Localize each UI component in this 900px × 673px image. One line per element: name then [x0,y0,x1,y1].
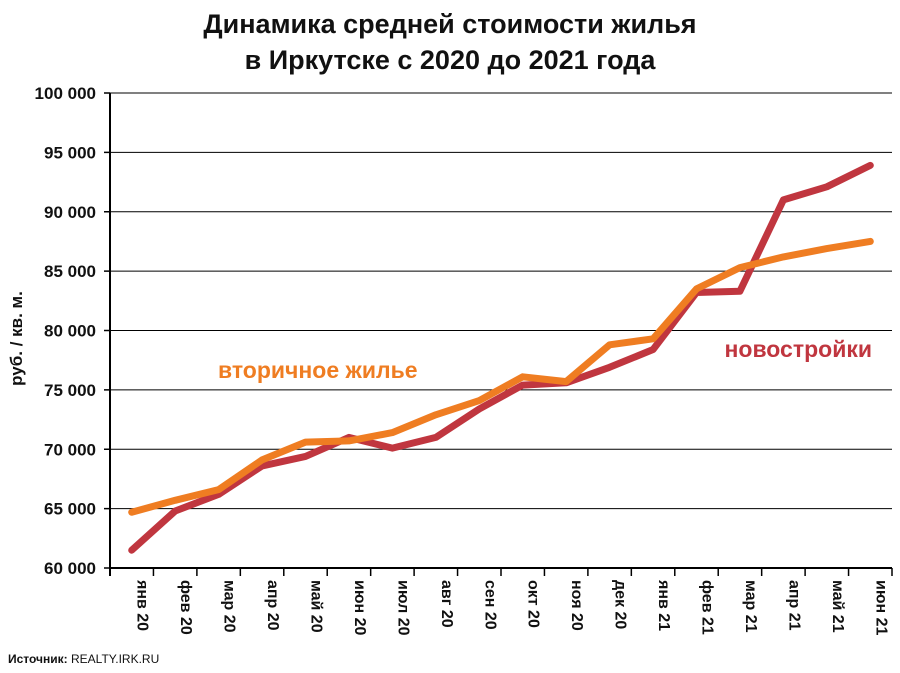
x-tick-label: июн 20 [351,580,368,636]
y-tick-label: 65 000 [44,500,96,519]
title-line-1: Динамика средней стоимости жилья [203,9,697,39]
y-tick-label: 80 000 [44,322,96,341]
series-label-secondary-housing: вторичное жилье [218,357,418,383]
source-value: REALTY.IRK.RU [71,652,160,666]
y-tick-label: 95 000 [44,143,96,162]
x-tick-label: окт 20 [525,580,542,628]
x-tick-label: май 20 [308,580,325,633]
x-tick-label: май 21 [829,580,846,633]
x-tick-label: мар 21 [742,580,759,633]
x-tick-label: июл 20 [394,580,411,636]
series-label-new-buildings: новостройки [725,336,872,362]
y-tick-label: 75 000 [44,381,96,400]
series-line-secondary-housing [128,237,874,516]
series-line-new-buildings [128,161,874,554]
x-tick-label: янв 21 [655,579,672,631]
x-tick-label: дек 20 [612,580,629,629]
x-tick-label: фев 20 [177,580,194,635]
y-tick-label: 90 000 [44,203,96,222]
x-tick-label: янв 20 [134,579,151,631]
x-tick-label: апр 20 [264,580,281,631]
y-tick-label: 85 000 [44,262,96,281]
x-tick-label: мар 20 [221,580,238,633]
y-tick-label: 60 000 [44,559,96,578]
y-tick-label: 70 000 [44,440,96,459]
x-tick-label: июн 21 [872,580,889,636]
y-tick-label: 100 000 [35,84,96,103]
chart-title: Динамика средней стоимости жилья в Иркут… [0,6,900,78]
x-tick-label: сен 20 [481,580,498,630]
x-tick-label: ноя 20 [568,580,585,631]
x-tick-label: фев 21 [699,580,716,635]
y-axis-label: руб. / кв. м. [7,291,26,386]
title-line-2: в Иркутске с 2020 до 2021 года [244,45,656,75]
source-label: Источник: [8,652,68,666]
x-tick-label: авг 20 [438,580,455,628]
source-note: Источник: REALTY.IRK.RU [8,652,159,666]
x-tick-label: апр 21 [785,580,802,631]
